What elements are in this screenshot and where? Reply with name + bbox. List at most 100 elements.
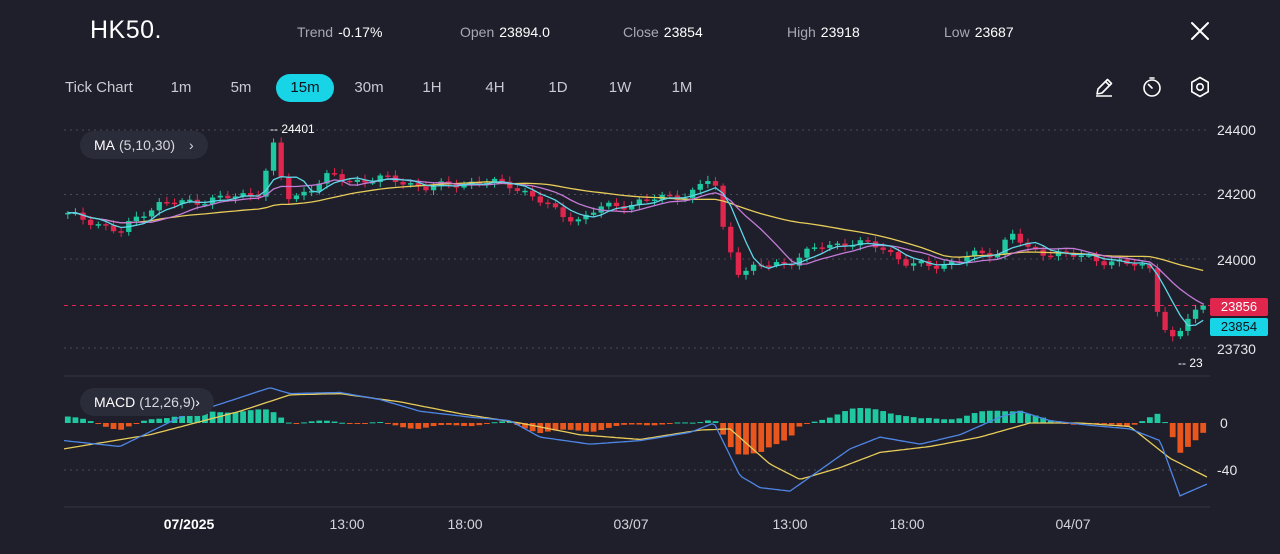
candle-down: [415, 183, 421, 187]
macd-hist-pos: [323, 420, 330, 423]
macd-params: (12,26,9): [139, 394, 196, 410]
candle-down: [80, 212, 86, 220]
macd-hist-pos: [240, 411, 246, 423]
high-marker: -- 24401: [270, 122, 315, 136]
macd-hist-pos: [826, 417, 833, 423]
candle-up: [95, 224, 101, 226]
timeframe-tab-5m[interactable]: 5m: [230, 79, 252, 96]
candle-down: [667, 194, 673, 197]
macd-indicator-button[interactable]: MACD (12,26,9)›: [80, 388, 214, 416]
macd-line: [63, 387, 1208, 497]
candle-down: [712, 181, 719, 186]
candle-down: [423, 186, 429, 191]
macd-hist-pos: [270, 412, 277, 423]
candle-up: [697, 183, 703, 190]
macd-hist-pos: [1017, 410, 1024, 423]
time-axis-label: 04/07: [1055, 516, 1091, 532]
candle-up: [65, 212, 71, 215]
macd-hist-pos: [948, 419, 955, 423]
macd-hist-neg: [567, 423, 574, 430]
timer-icon[interactable]: [1140, 75, 1164, 99]
timeframe-tab-tick-chart[interactable]: Tick Chart: [65, 79, 133, 96]
candle-up: [910, 263, 917, 266]
timeframe-tab-1m[interactable]: 1M: [671, 79, 693, 96]
timeframe-tab-1d[interactable]: 1D: [548, 79, 568, 96]
macd-hist-pos: [141, 420, 147, 423]
candle-up: [354, 179, 361, 182]
macd-hist-pos: [986, 410, 993, 423]
price-axis-label: 23730: [1217, 341, 1256, 357]
macd-hist-pos: [704, 420, 711, 423]
macd-hist-neg: [1108, 423, 1115, 425]
ma-indicator-button[interactable]: MA (5,10,30) ›: [80, 131, 208, 159]
macd-hist-neg: [765, 423, 772, 448]
timeframe-tab-1m[interactable]: 1m: [170, 79, 192, 96]
timeframe-tab-1h[interactable]: 1H: [422, 79, 442, 96]
candle-down: [568, 217, 574, 222]
macd-hist-neg: [522, 423, 528, 429]
symbol-title: HK50.: [90, 16, 162, 44]
macd-hist-neg: [621, 423, 627, 425]
macd-hist-neg: [1192, 423, 1199, 441]
timeframe-tab-30m[interactable]: 30m: [354, 79, 384, 96]
candle-up: [263, 170, 269, 197]
candle-up: [1078, 255, 1084, 258]
macd-hist-neg: [430, 423, 437, 427]
candle-up: [804, 248, 810, 258]
macd-hist-pos: [224, 412, 231, 423]
timeframe-tab-1w[interactable]: 1W: [608, 79, 632, 96]
timeframe-tab-4h[interactable]: 4H: [485, 79, 505, 96]
macd-hist-neg: [110, 423, 117, 429]
low-label: Low: [944, 24, 970, 40]
macd-hist-pos: [933, 418, 940, 423]
candle-up: [636, 199, 642, 205]
settings-icon[interactable]: [1188, 75, 1212, 99]
macd-hist-neg: [438, 423, 445, 426]
macd-hist-neg: [750, 423, 757, 454]
macd-hist-pos: [179, 414, 186, 423]
candle-down: [613, 202, 620, 207]
macd-signal-line: [63, 392, 1208, 480]
macd-hist-neg: [529, 423, 536, 432]
macd-hist-neg: [552, 423, 559, 431]
macd-hist-pos: [308, 421, 315, 423]
close-icon[interactable]: [1188, 19, 1212, 43]
macd-hist-pos: [971, 413, 978, 423]
chevron-right-icon: ›: [189, 137, 194, 153]
candle-down: [1093, 255, 1100, 262]
macd-axis-label: 0: [1220, 415, 1228, 431]
macd-hist-neg: [1131, 423, 1138, 425]
timeframe-tab-15m[interactable]: 15m: [276, 74, 334, 102]
macd-hist-pos: [301, 422, 307, 424]
macd-hist-pos: [1032, 415, 1039, 423]
macd-hist-neg: [1116, 423, 1123, 426]
macd-hist-pos: [872, 409, 879, 423]
candle-up: [705, 181, 711, 184]
high-value: 23918: [820, 24, 860, 40]
candle-down: [400, 181, 406, 185]
candle-down: [499, 178, 505, 182]
open-stat: Open 23894.0: [460, 24, 550, 40]
macd-hist-neg: [644, 423, 650, 426]
candle-up: [369, 182, 376, 184]
candle-down: [1017, 233, 1023, 243]
pencil-icon[interactable]: [1092, 75, 1116, 99]
candle-down: [339, 174, 345, 181]
candle-down: [979, 250, 985, 254]
macd-hist-pos: [247, 410, 254, 423]
candle-up: [270, 142, 277, 171]
macd-hist-pos: [1025, 413, 1031, 423]
macd-hist-neg: [781, 423, 787, 441]
macd-hist-pos: [811, 421, 818, 423]
macd-hist-pos: [857, 408, 864, 423]
candle-up: [796, 257, 802, 266]
candle-up: [308, 191, 315, 193]
macd-hist-neg: [598, 423, 605, 430]
timeframe-tabs: Tick Chart 1m 5m 15m 30m 1H 4H 1D 1W 1M: [56, 74, 710, 102]
close-stat: Close 23854: [623, 24, 703, 40]
ma10-line: [67, 178, 1204, 305]
macd-hist-neg: [583, 423, 589, 432]
candle-up: [202, 204, 208, 206]
candle-up: [994, 254, 1001, 258]
